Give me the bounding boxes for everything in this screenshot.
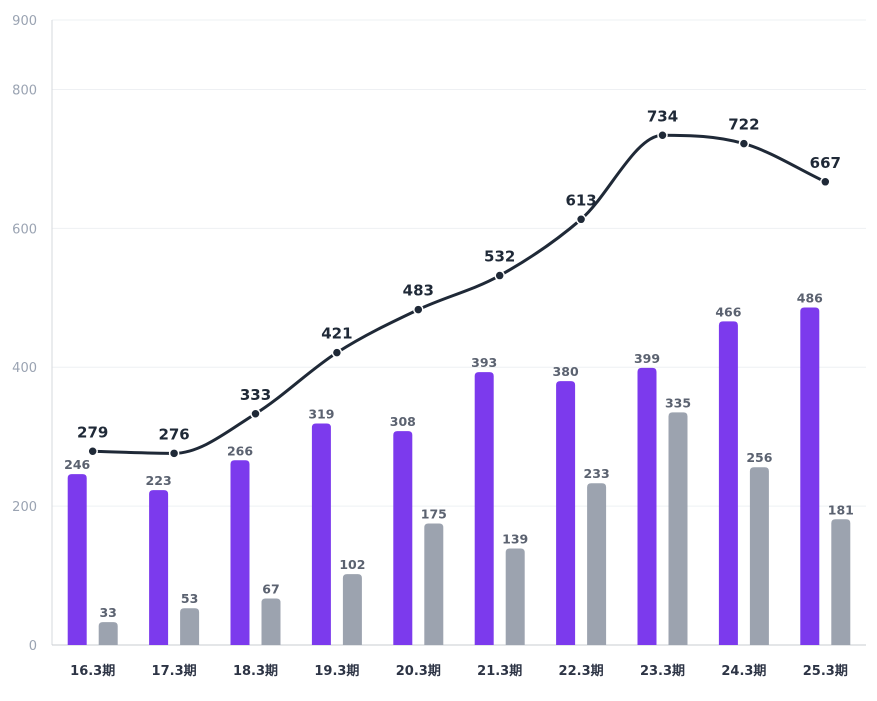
bar-series-gray xyxy=(180,608,200,645)
bar-value-label: 319 xyxy=(308,406,334,421)
bar-series-purple xyxy=(556,381,576,645)
bar-value-label: 380 xyxy=(553,364,579,379)
bar-value-label: 399 xyxy=(634,351,660,366)
bar-value-label: 246 xyxy=(64,457,90,472)
bar-value-label: 308 xyxy=(390,414,416,429)
line-value-label: 421 xyxy=(321,325,352,343)
line-point xyxy=(413,304,424,315)
bar-value-label: 256 xyxy=(746,450,772,465)
y-tick-label: 800 xyxy=(12,83,37,98)
bar-series-gray xyxy=(261,598,281,645)
bar-series-purple xyxy=(718,321,738,645)
x-tick-label: 19.3期 xyxy=(314,664,359,679)
line-point xyxy=(820,176,831,188)
bar-series-gray xyxy=(749,467,769,645)
line-value-label: 276 xyxy=(158,425,189,443)
bar-value-label: 102 xyxy=(339,557,365,572)
bar-series-gray xyxy=(98,622,118,645)
y-tick-label: 200 xyxy=(12,500,37,515)
line-value-label: 722 xyxy=(728,116,759,134)
bar-series-gray xyxy=(668,412,688,645)
line-value-label: 667 xyxy=(810,154,841,172)
bar-value-label: 393 xyxy=(471,355,497,370)
bar-value-label: 33 xyxy=(99,605,116,620)
bar-value-label: 466 xyxy=(715,304,741,319)
bar-series-gray xyxy=(505,548,525,645)
bar-value-label: 175 xyxy=(421,506,447,521)
line-point xyxy=(575,214,587,225)
x-tick-label: 23.3期 xyxy=(640,664,685,679)
x-tick-label: 20.3期 xyxy=(396,664,441,679)
bar-series-purple xyxy=(67,474,87,645)
bar-value-labels: 246 33 223 53 266 67 319 102 308 175 393 139 380 233 3… xyxy=(64,291,854,621)
line-value-label: 613 xyxy=(565,191,596,209)
bar-value-label: 223 xyxy=(146,473,172,488)
line-point xyxy=(168,448,180,459)
line-point xyxy=(250,408,261,419)
line-point xyxy=(331,347,343,358)
line-value-label: 279 xyxy=(77,423,108,441)
bar-value-label: 139 xyxy=(502,531,528,546)
bars xyxy=(67,307,851,645)
x-tick-label: 24.3期 xyxy=(721,664,766,679)
y-tick-label: 600 xyxy=(12,222,37,237)
bar-value-label: 181 xyxy=(828,502,854,517)
x-tick-label: 22.3期 xyxy=(559,664,604,679)
bar-series-purple xyxy=(800,307,820,645)
line-value-label: 734 xyxy=(647,107,678,125)
bar-series-gray xyxy=(587,483,607,645)
bar-value-label: 486 xyxy=(797,291,823,306)
line-value-label: 333 xyxy=(240,386,271,404)
bar-value-label: 67 xyxy=(262,581,279,596)
x-tick-label: 18.3期 xyxy=(233,664,278,679)
line-value-labels: 279 276 333 421 483 532 613 734 722 667 xyxy=(77,107,841,443)
bar-value-label: 266 xyxy=(227,443,253,458)
line-series-total xyxy=(91,133,827,455)
line-value-label: 483 xyxy=(403,282,434,300)
bar-value-label: 233 xyxy=(584,466,610,481)
bar-series-purple xyxy=(311,423,331,645)
bar-series-purple xyxy=(230,460,250,645)
x-tick-label: 25.3期 xyxy=(803,664,848,679)
bar-value-label: 335 xyxy=(665,395,691,410)
x-tick-label: 17.3期 xyxy=(152,664,197,679)
bar-series-purple xyxy=(393,431,413,645)
line-value-label: 532 xyxy=(484,248,515,266)
x-tick-label: 21.3期 xyxy=(477,664,522,679)
x-tick-labels: 16.3期 17.3期 18.3期 19.3期 20.3期 21.3期 22.3期 23.3期… xyxy=(70,664,848,679)
y-tick-label: 400 xyxy=(12,361,37,376)
y-tick-label: 0 xyxy=(29,639,37,654)
x-tick-label: 16.3期 xyxy=(70,664,115,679)
bar-series-gray xyxy=(342,574,362,645)
bar-value-label: 53 xyxy=(181,591,198,606)
bar-series-purple xyxy=(637,367,657,645)
bar-series-gray xyxy=(831,519,851,645)
total-line xyxy=(87,130,831,459)
line-point xyxy=(657,130,668,141)
line-point xyxy=(738,138,750,149)
bar-series-gray xyxy=(424,523,444,645)
bar-series-purple xyxy=(474,372,494,645)
line-point xyxy=(87,446,98,457)
bar-series-purple xyxy=(149,490,169,645)
y-tick-label: 900 xyxy=(12,14,37,29)
line-point xyxy=(494,270,505,281)
